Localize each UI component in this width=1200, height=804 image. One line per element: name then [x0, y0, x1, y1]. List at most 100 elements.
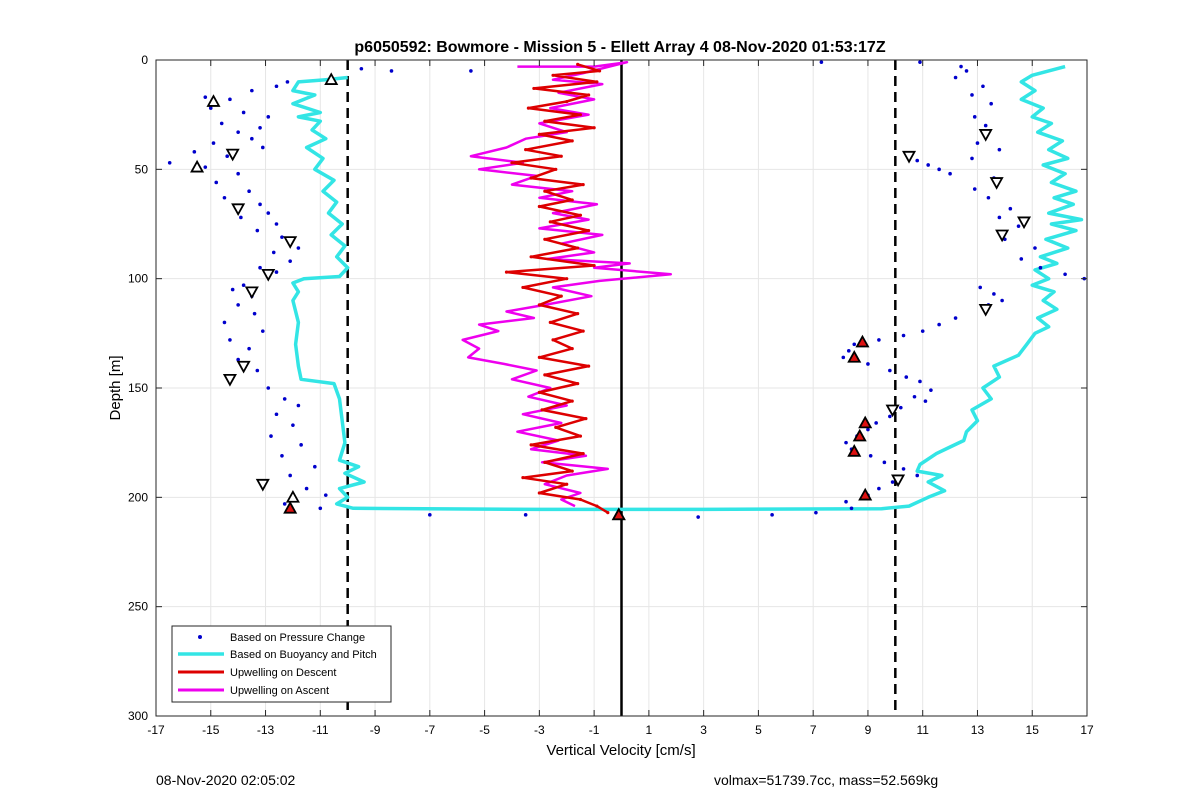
x-tick-label: 3 — [700, 723, 707, 737]
pressure-point — [877, 338, 881, 342]
descent-point — [521, 285, 525, 290]
triangle-up-marker — [206, 94, 221, 107]
pressure-point — [266, 115, 271, 119]
triangle-down-marker — [222, 373, 237, 387]
triangle-up-marker — [190, 159, 205, 173]
series-line-3 — [461, 60, 673, 508]
pressure-point — [241, 283, 246, 288]
pressure-point — [953, 316, 958, 320]
descent-point — [537, 491, 541, 495]
pressure-point — [236, 357, 240, 362]
pressure-point — [208, 106, 213, 110]
pressure-point — [266, 211, 271, 215]
pressure-point — [250, 136, 254, 141]
pressure-point — [203, 95, 208, 99]
triangle-down-marker — [995, 229, 1010, 243]
pressure-point — [252, 311, 257, 316]
descent-point — [570, 469, 574, 473]
triangle-down-marker — [978, 129, 993, 142]
pressure-point — [219, 121, 224, 126]
pressure-point — [997, 215, 1002, 220]
pressure-point — [989, 101, 993, 106]
pressure-point — [953, 75, 958, 80]
pressure-point — [972, 115, 977, 119]
pressure-point — [915, 158, 920, 163]
pressure-point — [523, 513, 528, 517]
triangle-down-marker — [885, 404, 900, 418]
descent-point — [510, 161, 514, 165]
triangle-down-marker — [989, 177, 1004, 190]
pressure-point — [1033, 246, 1037, 250]
pressure-point — [901, 333, 906, 338]
legend-label-descent: Upwelling on Descent — [230, 667, 336, 679]
pressure-point — [269, 434, 273, 438]
pressure-point — [915, 473, 920, 478]
triangle-down-marker — [283, 236, 298, 249]
pressure-point — [696, 515, 700, 519]
x-tick-label: -7 — [424, 723, 435, 737]
triangle-filled-marker — [858, 487, 873, 501]
pressure-point — [846, 349, 851, 353]
pressure-point — [282, 502, 287, 506]
series-layer — [167, 60, 1087, 519]
descent-point — [537, 390, 541, 394]
pressure-point — [1019, 257, 1024, 261]
descent-point — [559, 294, 563, 298]
descent-point — [595, 80, 599, 84]
x-tick-label: -5 — [479, 723, 490, 737]
pressure-point — [228, 338, 232, 342]
y-tick-label: 50 — [135, 162, 149, 176]
x-tick-label: -3 — [534, 723, 545, 737]
pressure-point — [841, 355, 846, 360]
pressure-point — [258, 125, 262, 130]
pressure-point — [1008, 206, 1013, 211]
pressure-point — [274, 270, 279, 274]
descent-point — [548, 220, 552, 224]
pressure-point — [230, 287, 235, 292]
descent-point — [576, 312, 580, 316]
pressure-point — [926, 163, 930, 167]
x-tick-label: 5 — [755, 723, 762, 737]
footer-timestamp: 08-Nov-2020 02:05:02 — [156, 772, 296, 788]
triangle-filled-marker — [283, 500, 298, 514]
descent-point — [592, 126, 596, 130]
descent-point — [526, 106, 531, 110]
descent-point — [578, 497, 583, 502]
legend: Based on Pressure Change Based on Buoyan… — [171, 625, 392, 703]
pressure-point — [866, 362, 870, 366]
pressure-point — [997, 147, 1002, 152]
pressure-point — [770, 513, 774, 517]
pressure-point — [260, 145, 265, 150]
pressure-point — [866, 427, 870, 432]
pressure-point — [852, 342, 857, 347]
pressure-point — [282, 397, 287, 401]
triangle-down-marker — [231, 203, 246, 217]
marker-layer — [190, 72, 1032, 521]
pressure-point — [236, 303, 240, 307]
descent-point — [537, 355, 541, 359]
descent-point — [570, 399, 574, 403]
x-tick-label: -17 — [147, 723, 165, 737]
descent-point — [570, 347, 574, 351]
x-tick-label: 7 — [810, 723, 817, 737]
descent-point — [524, 148, 528, 152]
pressure-point — [274, 412, 279, 417]
descent-point — [587, 364, 591, 368]
series-1 — [291, 64, 1084, 512]
x-tick-label: -1 — [589, 723, 600, 737]
pressure-point — [280, 235, 284, 239]
pressure-point — [280, 453, 284, 458]
pressure-point — [888, 368, 892, 373]
descent-point — [597, 69, 602, 73]
pressure-point — [975, 141, 980, 145]
triangle-down-marker — [255, 478, 270, 492]
triangle-filled-marker — [852, 428, 867, 442]
descent-point — [578, 113, 583, 117]
x-axis-ticks: -17 -15 -13 -11 -9 -7 -5 -3 -1 1 3 5 7 9 11 13 15 17 — [147, 60, 1094, 737]
footer-volmax-mass: volmax=51739.7cc, mass=52.569kg — [714, 772, 939, 788]
x-tick-label: 17 — [1080, 723, 1094, 737]
descent-point — [581, 183, 585, 187]
descent-point — [504, 270, 509, 274]
descent-point — [521, 476, 525, 480]
